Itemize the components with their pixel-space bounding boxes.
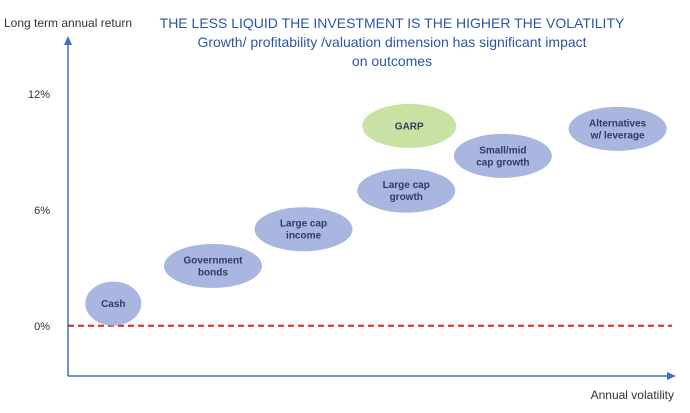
- bubble-label: Alternatives: [589, 118, 647, 129]
- bubble-ellipse: [362, 103, 457, 148]
- bubble-ellipse: [85, 281, 142, 326]
- bubble-point: Cash: [85, 281, 142, 326]
- bubble-ellipse: [163, 243, 262, 288]
- bubble-ellipse: [254, 207, 353, 252]
- y-tick-label: 12%: [28, 89, 50, 101]
- bubble-label: Large cap: [280, 219, 327, 230]
- bubble-label: growth: [390, 192, 423, 203]
- x-axis-label: Annual volatility: [591, 388, 674, 402]
- bubble-ellipse: [357, 168, 456, 213]
- y-tick-label: 6%: [34, 205, 50, 217]
- title-line-2: Growth/ profitability /valuation dimensi…: [197, 34, 586, 50]
- bubble-ellipse: [453, 133, 552, 178]
- y-tick-label: 0%: [34, 321, 50, 333]
- bubble-label: income: [286, 231, 321, 242]
- bubble-label: Government: [184, 255, 244, 266]
- y-axis-label: Long term annual return: [4, 16, 132, 30]
- bubble-label: GARP: [395, 121, 424, 132]
- bubble-label: Small/mid: [479, 145, 526, 156]
- title-line-1: THE LESS LIQUID THE INVESTMENT IS THE HI…: [160, 15, 625, 31]
- bubble-point: GARP: [362, 103, 457, 148]
- y-tick-labels: 0% 6% 12%: [28, 89, 50, 333]
- bubble-label: Cash: [101, 299, 125, 310]
- bubble-label: bonds: [198, 267, 228, 278]
- bubble-label: Large cap: [383, 180, 430, 191]
- chart-title: THE LESS LIQUID THE INVESTMENT IS THE HI…: [160, 15, 625, 69]
- bubble-label: w/ leverage: [590, 130, 645, 141]
- bubble-label: cap growth: [476, 157, 529, 168]
- title-line-3: on outcomes: [352, 53, 432, 69]
- bubble-ellipse: [568, 106, 667, 151]
